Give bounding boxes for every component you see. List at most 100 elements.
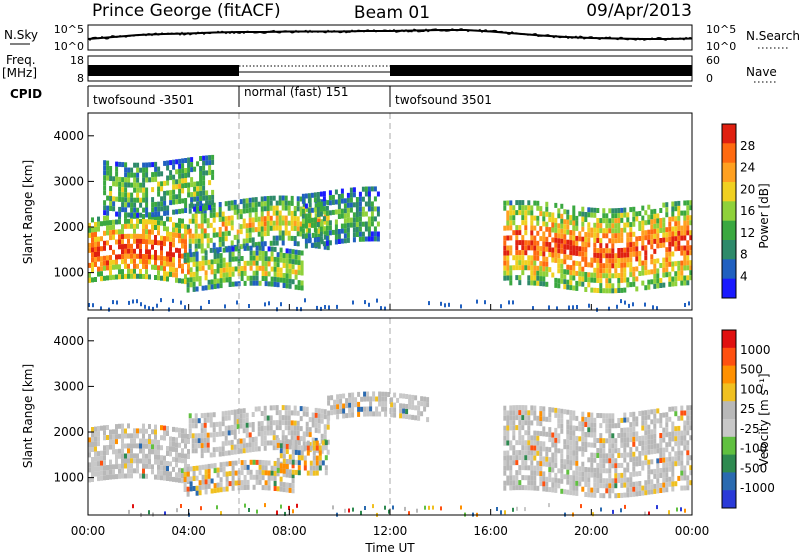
echo-cell: [178, 442, 181, 448]
echo-cell: [590, 272, 594, 278]
echo-cell: [593, 457, 597, 463]
echo-cell: [224, 216, 228, 222]
echo-cell: [103, 210, 107, 216]
echo-cell: [219, 273, 223, 279]
echo-cell: [339, 403, 343, 409]
echo-cell: [242, 218, 246, 224]
speckle-cell: [428, 505, 430, 510]
echo-cell: [186, 282, 190, 288]
echo-cell: [318, 455, 322, 461]
echo-cell: [626, 257, 630, 263]
echo-cell: [569, 415, 573, 421]
echo-cell: [172, 184, 176, 190]
echo-cell: [596, 438, 600, 443]
echo-cell: [204, 275, 208, 281]
echo-cell: [297, 250, 301, 256]
echo-cell: [91, 247, 94, 253]
speckle-cell: [620, 508, 622, 513]
speckle-cell: [364, 300, 366, 305]
echo-cell: [252, 260, 256, 266]
echo-cell: [145, 269, 148, 275]
echo-cell: [503, 465, 507, 471]
echo-cell: [539, 446, 543, 452]
echo-cell: [512, 265, 516, 271]
echo-cell: [524, 245, 528, 251]
echo-cell: [506, 460, 510, 466]
echo-cell: [187, 192, 191, 198]
echo-cell: [305, 421, 309, 427]
echo-cell: [671, 461, 675, 467]
echo-cell: [236, 234, 240, 240]
echo-cell: [275, 405, 279, 411]
echo-cell: [337, 194, 341, 199]
echo-cell: [686, 205, 690, 211]
echo-cell: [308, 432, 312, 438]
echo-cell: [313, 242, 317, 248]
echo-cell: [316, 192, 320, 197]
echo-cell: [285, 253, 289, 259]
echo-cell: [118, 448, 121, 454]
echo-cell: [218, 207, 222, 212]
speckle-cell: [440, 506, 442, 511]
echo-cell: [569, 220, 573, 226]
echo-cell: [91, 467, 94, 472]
echo-cell: [623, 222, 627, 228]
echo-cell: [142, 274, 145, 279]
echo-cell: [521, 265, 525, 271]
echo-cell: [533, 260, 537, 266]
echo-cell: [316, 242, 320, 247]
echo-cell: [545, 486, 549, 492]
echo-cell: [278, 195, 282, 201]
echo-cell: [346, 227, 350, 233]
echo-cell: [103, 160, 107, 166]
echo-cell: [674, 231, 678, 237]
echo-cell: [273, 481, 277, 486]
echo-cell: [551, 272, 555, 278]
power-colorbar-swatch: [722, 201, 736, 222]
echo-cell: [303, 465, 307, 471]
echo-cell: [358, 236, 362, 242]
echo-cell: [188, 238, 192, 244]
echo-cell: [527, 255, 531, 261]
echo-cell: [641, 225, 645, 231]
echo-cell: [569, 215, 573, 221]
echo-cell: [331, 194, 335, 200]
echo-cell: [563, 244, 567, 250]
echo-cell: [557, 253, 561, 259]
echo-cell: [656, 223, 660, 229]
echo-cell: [572, 275, 576, 281]
echo-cell: [316, 222, 320, 227]
echo-cell: [239, 214, 243, 220]
echo-cell: [572, 230, 576, 236]
echo-cell: [665, 247, 669, 253]
echo-cell: [91, 442, 94, 447]
echo-cell: [557, 278, 561, 284]
echo-cell: [133, 433, 136, 439]
echo-cell: [218, 212, 222, 217]
echo-cell: [175, 442, 178, 448]
echo-cell: [563, 459, 567, 465]
echo-cell: [536, 460, 540, 466]
echo-cell: [533, 275, 537, 281]
echo-cell: [584, 212, 588, 217]
echo-cell: [273, 281, 277, 287]
echo-cell: [166, 471, 169, 476]
echo-cell: [644, 450, 648, 456]
echo-cell: [184, 443, 187, 449]
echo-cell: [145, 197, 149, 203]
echo-cell: [154, 206, 158, 212]
echo-cell: [94, 232, 97, 237]
echo-cell: [213, 259, 217, 264]
echo-cell: [319, 226, 323, 232]
echo-cell: [127, 218, 130, 224]
echo-cell: [175, 179, 179, 185]
echo-cell: [515, 450, 519, 456]
echo-cell: [192, 281, 196, 287]
echo-cell: [196, 181, 200, 187]
echo-cell: [160, 465, 163, 471]
echo-cell: [224, 410, 228, 416]
echo-cell: [566, 284, 570, 290]
station-title: Prince George (fitACF): [92, 1, 281, 21]
echo-cell: [653, 258, 657, 264]
